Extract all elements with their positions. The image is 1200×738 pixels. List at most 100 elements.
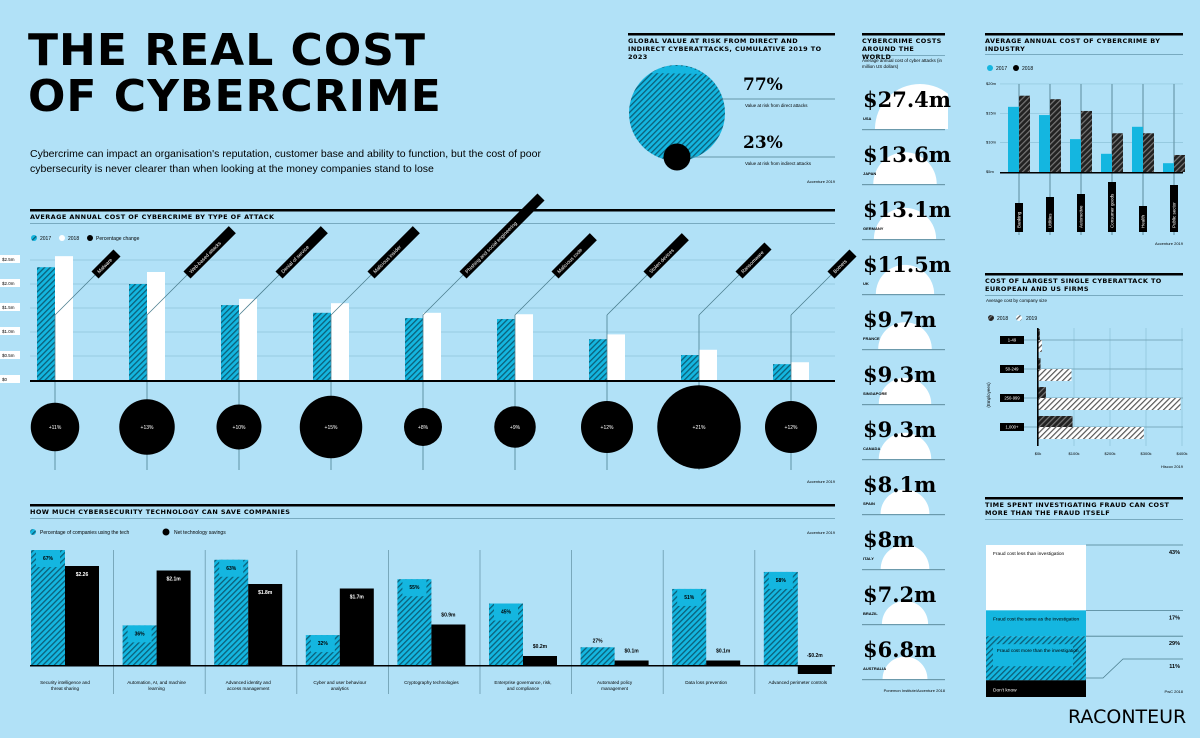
leader-line [790,272,834,316]
percentage-change-circle [657,385,741,469]
percentage-label: 58% [776,578,787,584]
section-title: CYBERCRIME COSTS AROUND THE WORLD [862,37,942,61]
percentage-label: 63% [226,566,237,572]
country-name: ITALY [863,556,874,561]
legend-swatch-2019 [1016,315,1022,321]
bar-savings [339,588,374,665]
direct-label: Value at risk from direct attacks [745,103,808,108]
category-label: Public sector [1172,202,1177,228]
bar-2019 [1038,340,1042,352]
row-divider [862,184,945,186]
percentage-label: 32% [318,641,329,647]
section-rule [985,273,1183,276]
savings-label: $0.1m [716,649,731,655]
subtitle: Average annual cost of cyber attacks (in… [862,58,942,69]
percentage-change-circle [119,399,175,455]
percentage-change-label: +21% [693,425,706,431]
category-label: Enterprise governance, risk, and complia… [494,680,552,691]
legend-swatch-2017 [987,65,993,71]
savings-label: -$0.2m [807,653,823,659]
bar-2017 [589,339,607,380]
section-rule [30,504,835,507]
bar-2018 [1081,110,1092,172]
stacked-segment [986,610,1086,637]
label-box [827,249,857,279]
label-box [459,193,545,279]
percentage-change-label: +15% [325,425,338,431]
indirect-label: Value at risk from indirect attacks [745,161,812,166]
row-divider [862,294,945,296]
x-tick-label: $300k [1141,451,1152,456]
y-tick-box [0,375,20,383]
percentage-label-box [494,603,518,621]
circle-cap [651,65,703,74]
bar-savings [431,624,466,665]
category-label: Data loss prevention [685,680,728,685]
category-label: Cryptography technologies [404,680,459,685]
leader-line [330,272,374,316]
bar-savings [156,570,191,665]
section-rule [628,33,835,36]
percentage-change-label: +9% [510,425,521,431]
direct-percentage: 77% [743,75,783,95]
category-label: Malicious code [556,247,584,275]
section-title: AVERAGE ANNUAL COST OF CYBERCRIME BY TYP… [30,213,275,221]
category-label-tag: Ransomware [735,242,772,279]
value-semicircle [873,152,937,184]
category-label-tag: Stolen devices [643,233,689,279]
divider [30,223,835,224]
value-semicircle [882,656,928,679]
savings-label: $1.7m [350,595,365,601]
bar-2018 [331,303,349,380]
country-name: AUSTRALIA [863,666,886,671]
bar-2018 [515,314,533,380]
value-semicircle [873,207,937,239]
value-semicircle [874,83,948,129]
section-rule [985,497,1183,500]
x-tick-label: $200k [1105,451,1116,456]
y-tick-label: $0.5m [2,353,15,358]
leader-line [422,272,466,316]
country-name: CANADA [863,446,880,451]
value-semicircle [878,322,932,349]
legend-swatch-2018 [1013,65,1019,71]
y-tick-label: $2.0m [2,281,15,286]
country-name: UK [863,281,869,286]
bar-savings [706,660,741,665]
stacked-segment [986,545,1086,611]
legend-swatch-2018 [988,315,994,321]
country-value: $9.3m [863,362,936,387]
bar-2017 [1070,139,1081,172]
x-axis [30,380,835,382]
bar-savings [614,660,649,665]
source: Hiscox 2019 [1161,464,1184,469]
percentage-change-label: +12% [785,425,798,431]
category-label: Banking [1017,211,1022,228]
bar-2017 [313,312,331,380]
percentage-label-box [36,550,60,568]
category-label-box [1000,394,1024,402]
category-label: Security intelligence and threat sharing [40,680,90,691]
bar-2018 [1038,329,1040,340]
leader-line [698,272,742,316]
category-label: Cyber and user behaviour analytics [313,680,367,691]
divider [862,55,945,56]
bar-2018 [607,334,625,380]
category-label: 1,000+ [1006,425,1019,430]
percentage-label-box [219,559,244,577]
category-label-tag: Botnets [827,249,857,279]
bar-2018 [1112,133,1123,172]
bar-2017 [497,319,515,380]
row-divider [862,129,945,131]
bar-percentage [214,559,249,665]
legend-swatch-2018 [59,235,65,241]
category-label-box [1077,194,1085,232]
country-value: $6.8m [863,637,936,662]
section-title: AVERAGE ANNUAL COST OF CYBERCRIME BY IND… [985,37,1161,53]
row-divider [862,349,945,351]
label-box [275,226,328,279]
source: Accenture 2019 [807,179,836,184]
bar-2018 [1038,416,1073,427]
percentage-change-circle [494,406,536,448]
bar-2018 [55,256,73,380]
